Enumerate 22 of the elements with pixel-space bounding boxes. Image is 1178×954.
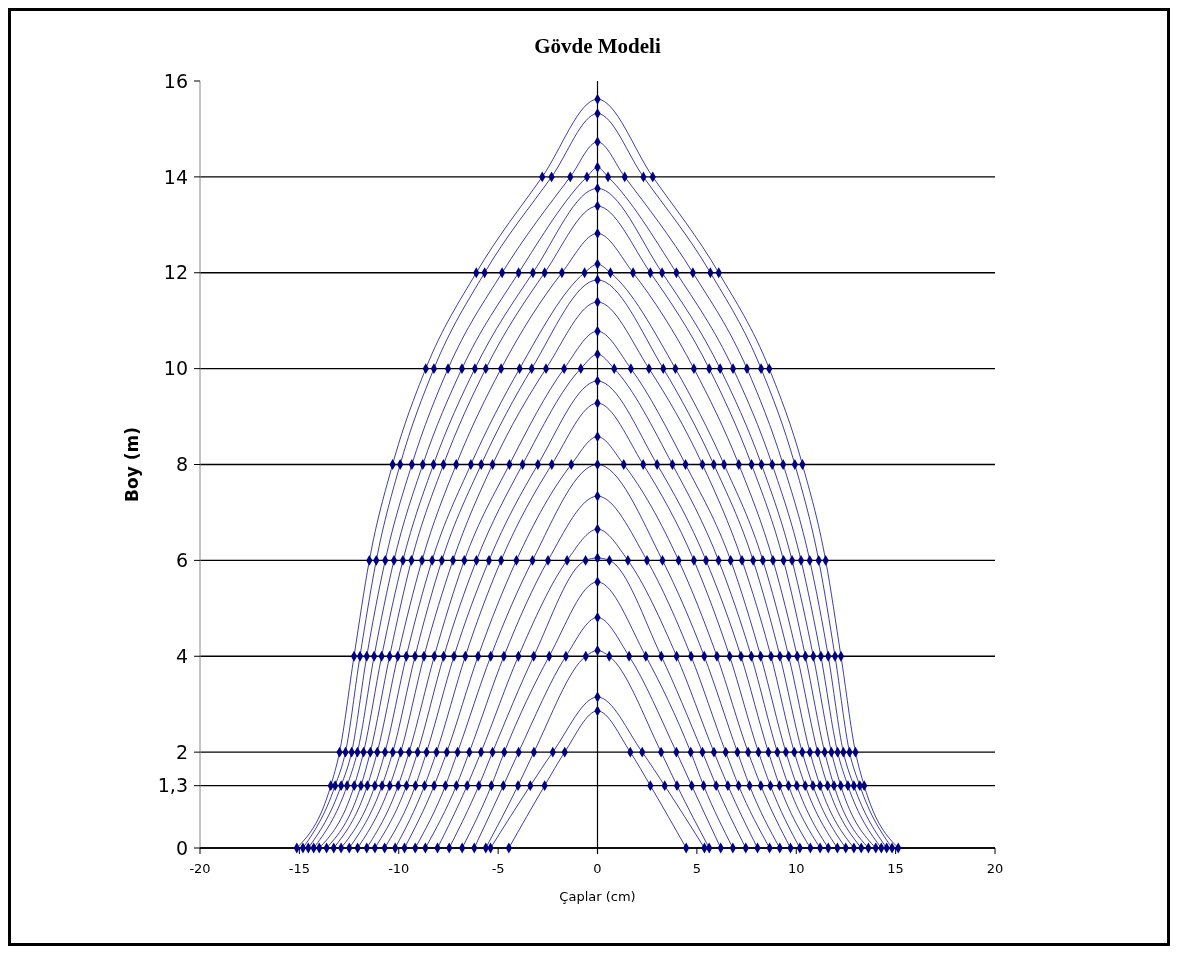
x-tick-label: 20 bbox=[986, 861, 1004, 876]
y-axis-title: Boy (m) bbox=[122, 427, 142, 502]
y-tick-label: 10 bbox=[163, 357, 188, 380]
chart-title: Gövde Modeli bbox=[534, 34, 661, 58]
x-tick-label: 0 bbox=[593, 861, 602, 876]
y-tick-label: 1,3 bbox=[157, 774, 188, 797]
y-tick-label: 14 bbox=[163, 165, 188, 188]
y-tick-label: 12 bbox=[163, 261, 188, 284]
x-tick-label: -15 bbox=[288, 861, 310, 876]
y-tick-label: 2 bbox=[175, 740, 188, 763]
y-tick-label: 0 bbox=[175, 836, 188, 859]
x-tick-label: 10 bbox=[787, 861, 805, 876]
x-tick-label: 15 bbox=[887, 861, 904, 876]
x-tick-label: -20 bbox=[189, 861, 211, 876]
y-tick-label: 16 bbox=[163, 69, 188, 92]
x-tick-label: -5 bbox=[491, 861, 505, 876]
y-tick-label: 8 bbox=[175, 453, 188, 476]
x-tick-label: 5 bbox=[692, 861, 702, 876]
y-tick-label: 6 bbox=[175, 549, 188, 572]
y-tick-label: 4 bbox=[175, 644, 188, 667]
x-tick-label: -10 bbox=[388, 861, 410, 876]
x-axis-title: Çaplar (cm) bbox=[559, 889, 636, 904]
